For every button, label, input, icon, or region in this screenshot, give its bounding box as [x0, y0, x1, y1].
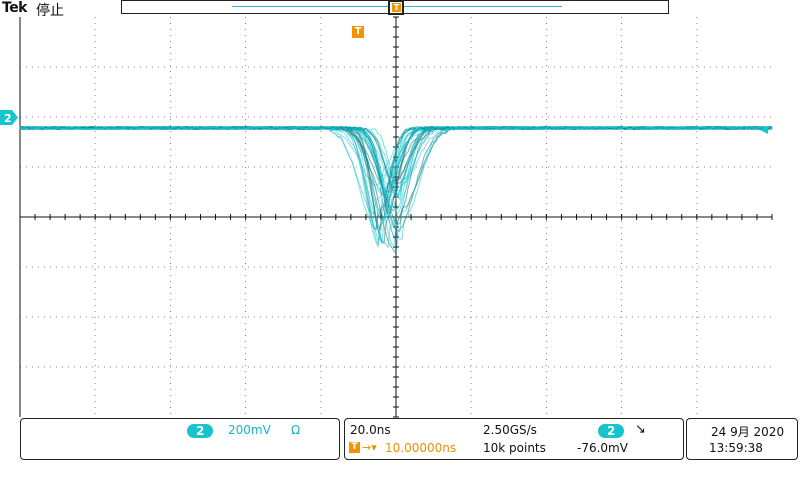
waveform-trace [19, 125, 773, 250]
record-view-window[interactable]: T [388, 0, 404, 15]
channel-2-scale: 200mV [228, 423, 271, 437]
arrow-right-down-icon: →▾ [362, 441, 377, 454]
trigger-source-badge: 2 [598, 424, 625, 438]
trigger-position-icon: T [392, 3, 401, 12]
trigger-level: -76.0mV [577, 441, 628, 455]
horizontal-scale: 20.0ns [350, 423, 391, 437]
channel-2-marker-label: 2 [4, 112, 12, 125]
channel-2-badge: 2 [187, 424, 214, 438]
falling-edge-slope-icon: ↘ [635, 422, 646, 437]
channel-2-ground-marker[interactable]: 2 [0, 110, 18, 125]
date-display: 24 9月 2020 [711, 425, 785, 439]
trigger-position-marker[interactable]: T [352, 26, 364, 38]
channel-2-settings-panel[interactable]: 2 200mV Ω [20, 418, 340, 460]
record-view-bar[interactable]: T [121, 0, 669, 15]
channel-2-waveform [19, 125, 773, 255]
top-status-bar: Tek 停止 T [0, 0, 800, 19]
sample-rate: 2.50GS/s [483, 423, 537, 437]
brand-logo: Tek [2, 0, 28, 16]
trigger-t-icon: T [349, 442, 360, 453]
datetime-panel[interactable]: 24 9月 2020 13:59:38 [686, 418, 798, 460]
trigger-delay: 10.00000ns [385, 441, 457, 455]
waveform-display [19, 16, 773, 418]
record-length: 10k points [483, 441, 546, 455]
timebase-trigger-panel[interactable]: 20.0ns 2.50GS/s 2 ↘ T →▾ 10.00000ns 10k … [344, 418, 684, 460]
impedance-ohm-icon: Ω [291, 423, 301, 437]
time-display: 13:59:38 [709, 441, 763, 455]
waveform-trace [19, 125, 773, 233]
acquisition-status: 停止 [36, 3, 64, 19]
